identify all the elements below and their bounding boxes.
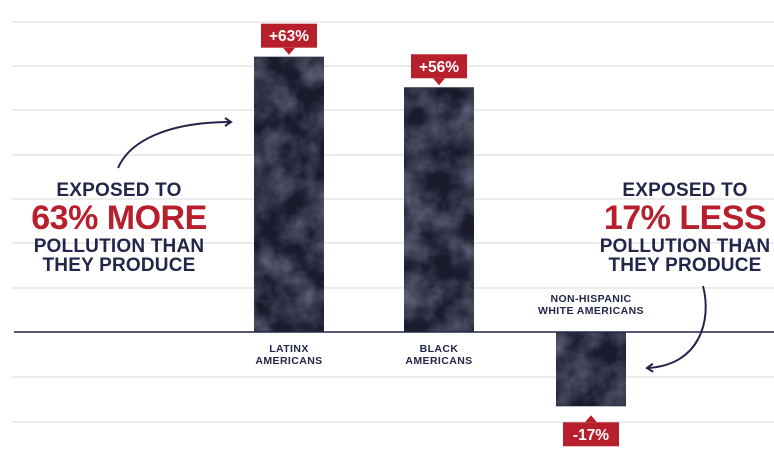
value-badge (411, 54, 467, 79)
right-annotation-line1: EXPOSED TO (622, 180, 748, 201)
category-label: NON-HISPANIC WHITE AMERICANS (538, 293, 644, 317)
bar (404, 87, 474, 332)
right-annotation-arrow (645, 285, 707, 373)
category-label-line: BLACK (420, 343, 459, 355)
value-label: +63% (261, 23, 317, 55)
left-annotation: EXPOSED TO 63% MORE POLLUTION THAN THEY … (28, 181, 210, 275)
value-badge-pointer (283, 47, 295, 55)
value-label-text: +56% (419, 59, 459, 76)
right-annotation-highlight: 17% LESS (603, 199, 767, 237)
bar-texture (254, 56, 324, 332)
category-label: BLACK AMERICANS (405, 343, 472, 367)
category-label-line: AMERICANS (255, 355, 322, 367)
category-label-line: AMERICANS (405, 355, 472, 367)
left-annotation-highlight: 63% MORE (31, 199, 207, 237)
category-label: LATINX AMERICANS (255, 343, 322, 367)
value-label: -17% (563, 415, 619, 447)
value-badge (261, 23, 317, 48)
value-badge (563, 422, 619, 447)
category-label-line: NON-HISPANIC (550, 293, 631, 305)
gridlines (12, 21, 774, 423)
bar (556, 332, 626, 407)
value-badge-pointer (585, 415, 597, 423)
bar (254, 56, 324, 332)
left-annotation-line3: POLLUTION THAN (33, 236, 205, 257)
value-label-text: +63% (269, 28, 309, 45)
bar-texture (556, 332, 626, 407)
left-annotation-line4: THEY PRODUCE (42, 255, 196, 276)
bar-texture (404, 87, 474, 332)
right-annotation-line3: POLLUTION THAN (599, 236, 771, 257)
left-annotation-line1: EXPOSED TO (56, 180, 182, 201)
value-labels: +63% +56% -17% (261, 23, 619, 447)
category-label-line: WHITE AMERICANS (538, 305, 644, 317)
left-annotation-arrow (117, 117, 233, 169)
value-badge-pointer (433, 78, 445, 86)
right-annotation: EXPOSED TO 17% LESS POLLUTION THAN THEY … (594, 181, 774, 275)
value-label-text: -17% (573, 427, 609, 444)
right-annotation-line4: THEY PRODUCE (608, 255, 762, 276)
value-label: +56% (411, 54, 467, 86)
bars (254, 56, 626, 407)
category-label-line: LATINX (269, 343, 309, 355)
